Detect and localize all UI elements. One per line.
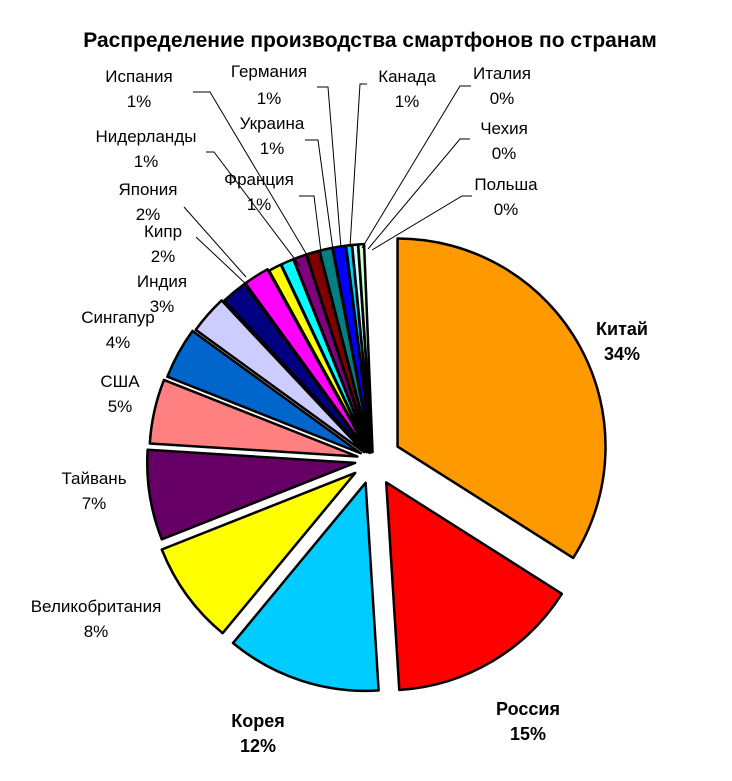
slice-label-percent-11: 1% [134, 152, 159, 171]
slice-label-percent-6: 5% [108, 397, 133, 416]
leader-line-18 [367, 138, 470, 250]
slice-label-name-18: Чехия [480, 119, 528, 138]
pie-slice-1 [396, 237, 607, 560]
leader-line-17 [361, 85, 471, 249]
leader-line-9 [195, 236, 247, 285]
pie-slice-5 [145, 448, 357, 541]
pie-slices [145, 237, 607, 693]
leader-lines [183, 83, 472, 285]
slice-label-name-6: США [100, 372, 140, 391]
leader-line-10 [183, 206, 247, 278]
chart-title: Распределение производства смартфонов по… [83, 29, 657, 52]
pie-slice-7 [166, 329, 362, 455]
pie-slice-8 [194, 299, 366, 454]
pie-slice-2 [384, 481, 564, 692]
slice-label-name-9: Кипр [144, 222, 182, 241]
leader-line-16 [349, 83, 367, 248]
slice-label-name-17: Италия [473, 64, 531, 83]
slice-label-percent-5: 7% [82, 494, 107, 513]
leader-line-19 [371, 195, 472, 251]
slice-label-name-14: Украина [240, 114, 305, 133]
slice-label-percent-14: 1% [260, 139, 285, 158]
slice-label-name-5: Тайвань [61, 469, 126, 488]
slice-label-name-12: Испания [105, 67, 172, 86]
pie-slice-4 [160, 471, 357, 635]
leader-line-14 [305, 139, 334, 251]
slice-label-name-8: Индия [137, 272, 187, 291]
leader-line-13 [299, 195, 322, 253]
slice-labels: Китай 34% Россия 15% Корея 12% Великобритания 8… [31, 62, 648, 756]
slice-label-percent-18: 0% [492, 144, 517, 163]
pie-slice-6 [148, 378, 359, 458]
slice-label-percent-12: 1% [127, 92, 152, 111]
slice-label-percent-13: 1% [247, 195, 272, 214]
slice-label-percent-1: 34% [604, 344, 640, 364]
slice-label-percent-4: 8% [84, 622, 109, 641]
slice-label-percent-16: 1% [395, 92, 420, 111]
slice-label-name-16: Канада [378, 67, 436, 86]
slice-label-name-4: Великобритания [31, 597, 162, 616]
pie-slice-3 [231, 481, 380, 693]
slice-label-name-10: Япония [118, 180, 177, 199]
slice-label-percent-9: 2% [151, 247, 176, 266]
slice-label-percent-3: 12% [240, 736, 276, 756]
slice-label-percent-19: 0% [494, 200, 519, 219]
pie-slice-9 [222, 282, 368, 454]
slice-label-percent-8: 3% [150, 297, 175, 316]
slice-label-name-19: Польша [474, 175, 538, 194]
leader-line-12 [193, 91, 311, 261]
leader-line-11 [206, 151, 301, 267]
slice-label-percent-10: 2% [136, 205, 161, 224]
slice-label-percent-7: 4% [106, 333, 131, 352]
slice-label-name-3: Корея [231, 711, 285, 731]
slice-label-percent-2: 15% [510, 724, 546, 744]
slice-label-percent-17: 0% [490, 89, 515, 108]
slice-label-percent-15: 1% [257, 89, 282, 108]
slice-label-name-2: Россия [496, 699, 560, 719]
slice-label-name-15: Германия [231, 62, 307, 81]
slice-label-name-7: Сингапур [81, 308, 154, 327]
leader-line-15 [317, 86, 342, 249]
slice-label-name-11: Нидерланды [96, 127, 197, 146]
slice-label-name-1: Китай [596, 319, 648, 339]
slice-label-name-13: Франция [224, 170, 294, 189]
